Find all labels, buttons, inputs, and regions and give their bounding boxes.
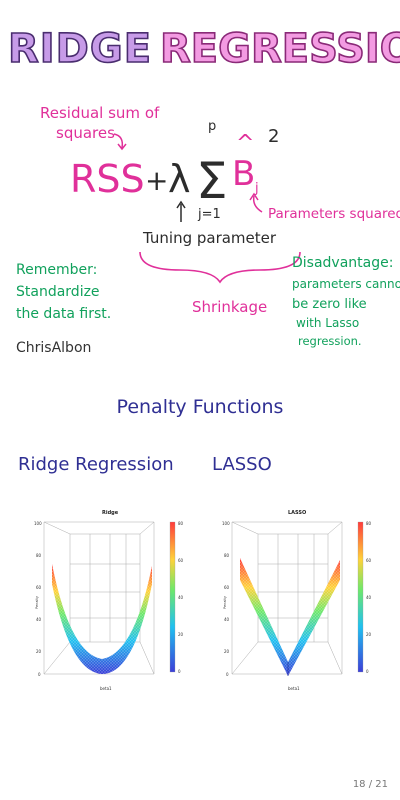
disadv-line-2: parameters cannot bbox=[292, 277, 400, 291]
rss-note-line1: Residual sum of bbox=[40, 104, 160, 122]
svg-text:20: 20 bbox=[224, 649, 230, 654]
ridge-ylabel: Penalty bbox=[35, 596, 39, 609]
title-regression-text: REGRESSION bbox=[160, 26, 400, 72]
shrinkage-brace-icon bbox=[139, 251, 301, 284]
svg-text:80: 80 bbox=[36, 553, 42, 558]
formula-lower: j=1 bbox=[197, 207, 221, 222]
lasso-xlabel: beta1 bbox=[288, 686, 300, 691]
signature: ChrisAlbon bbox=[16, 340, 91, 356]
disadv-line-4: with Lasso bbox=[296, 316, 359, 330]
remember-line-2: Standardize bbox=[16, 284, 100, 300]
svg-text:60: 60 bbox=[178, 558, 184, 563]
ridge-colorbar bbox=[169, 521, 176, 673]
lasso-cbar-ticks: 80 60 40 20 0 bbox=[366, 521, 372, 674]
svg-text:40: 40 bbox=[366, 595, 372, 600]
svg-text:40: 40 bbox=[36, 617, 42, 622]
ridge-surface-plot: Ridge 100 80 60 40 20 0 Penalty beta1 bbox=[34, 510, 184, 691]
heading-lasso: LASSO bbox=[212, 454, 272, 475]
svg-text:20: 20 bbox=[178, 632, 184, 637]
params-arrow-icon bbox=[252, 195, 263, 213]
rss-arrow-icon bbox=[113, 133, 124, 149]
slide-title: Penalty Functions bbox=[116, 396, 284, 418]
remember-line-1: Remember: bbox=[16, 262, 97, 278]
svg-text:60: 60 bbox=[366, 558, 372, 563]
svg-text:80: 80 bbox=[224, 553, 230, 558]
ridge-xlabel: beta1 bbox=[100, 686, 112, 691]
ridge-z-ticks: 100 80 60 40 20 0 bbox=[34, 521, 42, 677]
shrinkage-note: Shrinkage bbox=[192, 298, 267, 316]
lasso-z-ticks: 100 80 60 40 20 0 bbox=[222, 521, 230, 677]
formula-sigma: Σ bbox=[196, 152, 228, 210]
svg-text:0: 0 bbox=[366, 669, 369, 674]
svg-text:0: 0 bbox=[226, 672, 229, 677]
svg-text:20: 20 bbox=[366, 632, 372, 637]
lasso-colorbar bbox=[357, 521, 364, 673]
title-ridge-text: RIDGE bbox=[8, 26, 152, 72]
tuning-note: Tuning parameter bbox=[142, 229, 277, 247]
ridge-whiteboard: RIDGE REGRESSION Residual sum of squares… bbox=[7, 25, 400, 356]
ridge-plot-title: Ridge bbox=[102, 510, 119, 516]
disadv-line-5: regression. bbox=[298, 334, 362, 348]
svg-text:40: 40 bbox=[224, 617, 230, 622]
disadv-line-1: Disadvantage: bbox=[292, 255, 393, 271]
svg-text:40: 40 bbox=[178, 595, 184, 600]
svg-text:80: 80 bbox=[366, 521, 372, 526]
lasso-surface-plot: LASSO 100 80 60 40 20 0 Penalty beta1 80… bbox=[222, 510, 372, 691]
rss-note-line2: squares bbox=[56, 124, 115, 142]
svg-text:100: 100 bbox=[222, 521, 230, 526]
ridge-cbar-ticks: 80 60 40 20 0 bbox=[178, 521, 184, 674]
lasso-ylabel: Penalty bbox=[223, 596, 227, 609]
params-note: Parameters squared bbox=[268, 206, 400, 222]
formula-rss: RSS bbox=[70, 157, 145, 201]
svg-text:0: 0 bbox=[178, 669, 181, 674]
formula-plus: + bbox=[145, 164, 168, 197]
svg-text:20: 20 bbox=[36, 649, 42, 654]
formula-exponent: 2 bbox=[268, 126, 279, 147]
beta-hat-icon: ^ bbox=[236, 131, 254, 156]
svg-text:0: 0 bbox=[38, 672, 41, 677]
formula-upper: p bbox=[208, 119, 216, 134]
ridge-plot-frame bbox=[43, 521, 155, 675]
formula-beta-sub: j bbox=[254, 181, 259, 196]
formula-beta: B bbox=[232, 154, 255, 194]
svg-text:60: 60 bbox=[224, 585, 230, 590]
lasso-plot-title: LASSO bbox=[288, 510, 306, 516]
hand-drawn-ridge-panel: RIDGE REGRESSION Residual sum of squares… bbox=[0, 0, 400, 372]
formula-lambda: λ bbox=[168, 157, 191, 201]
title-ridge-regression: RIDGE REGRESSION bbox=[7, 25, 400, 73]
heading-ridge: Ridge Regression bbox=[18, 454, 174, 475]
page-number: 18 / 21 bbox=[352, 779, 388, 790]
svg-text:60: 60 bbox=[36, 585, 42, 590]
slide-panel: Penalty Functions Ridge Regression LASSO… bbox=[0, 372, 400, 800]
remember-line-3: the data first. bbox=[16, 306, 111, 322]
svg-text:80: 80 bbox=[178, 521, 184, 526]
disadv-line-3: be zero like bbox=[292, 297, 367, 312]
svg-text:100: 100 bbox=[34, 521, 42, 526]
